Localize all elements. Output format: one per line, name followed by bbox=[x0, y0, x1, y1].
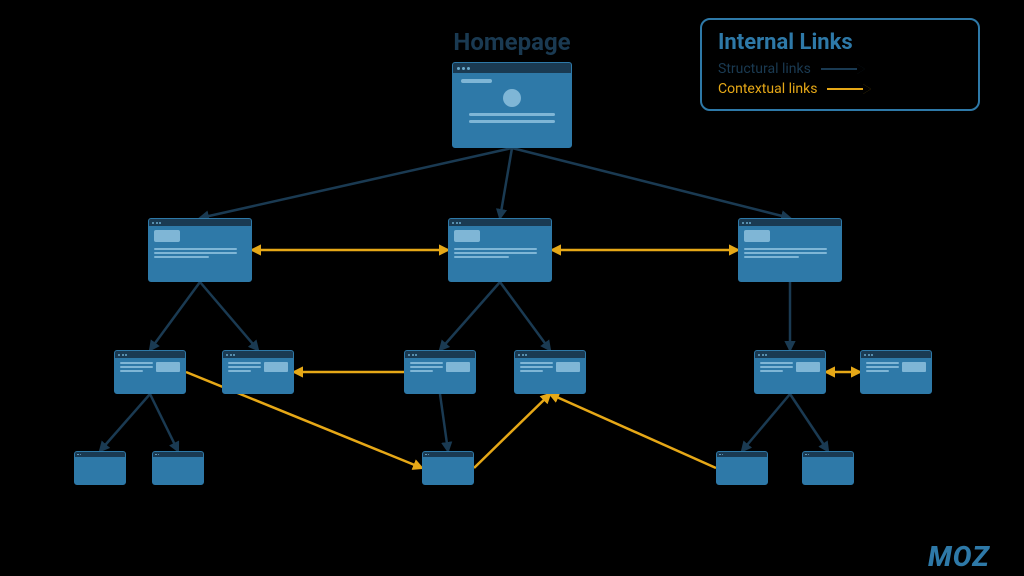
edge-home-catB bbox=[500, 148, 512, 218]
legend-row: Contextual links bbox=[718, 81, 962, 97]
node-b1 bbox=[404, 350, 476, 394]
node-home bbox=[452, 62, 572, 148]
legend-label: Contextual links bbox=[718, 81, 817, 97]
edge-b1-p3 bbox=[440, 394, 448, 451]
node-p1 bbox=[74, 451, 126, 485]
node-catC bbox=[738, 218, 842, 282]
diagram-title: Homepage bbox=[453, 28, 570, 56]
node-p4 bbox=[716, 451, 768, 485]
node-p2 bbox=[152, 451, 204, 485]
legend-arrow-icon bbox=[827, 83, 871, 95]
edge-catB-b2 bbox=[500, 282, 550, 350]
node-p3 bbox=[422, 451, 474, 485]
edge-c1-p5 bbox=[790, 394, 828, 451]
node-catB bbox=[448, 218, 552, 282]
legend-arrow-icon bbox=[821, 63, 865, 75]
node-c2 bbox=[860, 350, 932, 394]
node-p5 bbox=[802, 451, 854, 485]
edge-catA-a1 bbox=[150, 282, 200, 350]
edge-p4-b2 bbox=[550, 394, 716, 468]
edge-catB-b1 bbox=[440, 282, 500, 350]
edge-c1-p4 bbox=[742, 394, 790, 451]
node-a2 bbox=[222, 350, 294, 394]
edge-a1-p1 bbox=[100, 394, 150, 451]
edge-home-catC bbox=[512, 148, 790, 218]
legend-row: Structural links bbox=[718, 61, 962, 77]
edge-p3-b2 bbox=[474, 394, 550, 468]
edge-a1-p2 bbox=[150, 394, 178, 451]
node-catA bbox=[148, 218, 252, 282]
node-b2 bbox=[514, 350, 586, 394]
legend-box: Internal Links Structural links Contextua… bbox=[700, 18, 980, 111]
legend-title: Internal Links bbox=[718, 30, 962, 55]
edge-home-catA bbox=[200, 148, 512, 218]
edge-catA-a2 bbox=[200, 282, 258, 350]
node-c1 bbox=[754, 350, 826, 394]
legend-label: Structural links bbox=[718, 61, 811, 77]
brand-logo: MOZ bbox=[928, 540, 990, 573]
node-a1 bbox=[114, 350, 186, 394]
